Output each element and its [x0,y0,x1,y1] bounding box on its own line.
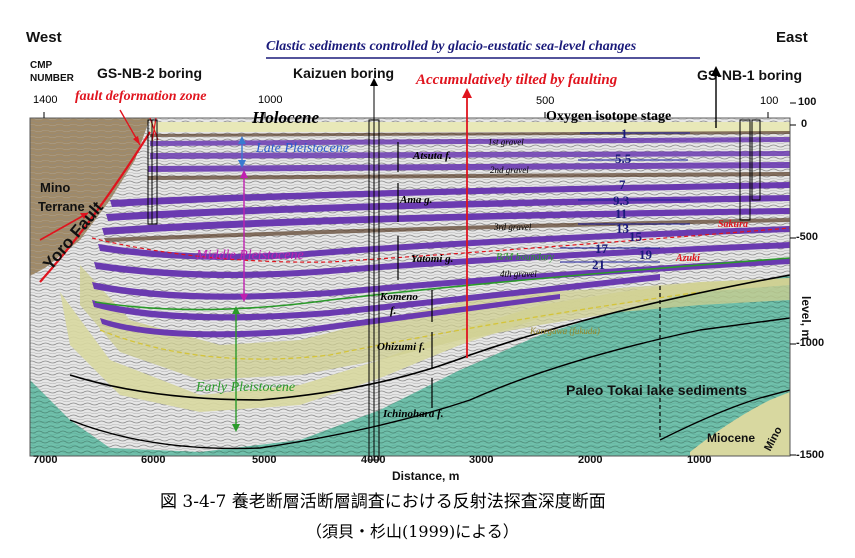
isotope-stage: 9.3 [613,193,630,208]
tilted-title: Accumulatively tilted by faulting [416,72,618,88]
distance-tick: 3000 [469,454,494,466]
isotope-stage: 13 [616,221,629,236]
boring-kaizuen: Kaizuen boring [293,65,395,81]
isotope-stage: 21 [592,257,605,272]
paleo-tokai-label: Paleo Tokai lake sediments [566,382,748,398]
miocene-label: Miocene [707,431,756,445]
isotope-stage: 5.5 [615,151,632,166]
bm-boundary-label: B/M boundary [496,252,555,263]
cmp-tick: 1400 [33,94,58,106]
early-pleistocene-label: Early Pleistocene [196,380,296,395]
ama-label: Ama g. [400,194,433,206]
cmp-label-2: NUMBER [30,73,74,84]
depth-tick: -1500 [796,449,825,461]
azuki-label: Azuki [676,253,700,264]
ichinohara-label: Ichinohara f. [383,408,444,420]
cmp-tick: 500 [536,95,555,107]
oxygen-isotope-label: Oxygen isotope stage [546,109,672,124]
figure-caption: 図 3-4-7 養老断層活断層調査における反射法探査深度断面 [160,492,606,512]
depth-tick: -500 [796,231,819,243]
isotope-stage: 15 [629,229,642,244]
east-label: East [776,29,808,46]
west-label: West [26,29,62,46]
boring-gs-nb-2: GS-NB-2 boring [97,65,202,81]
fault-zone-label: fault deformation zone [75,89,207,104]
isotope-stage: 1 [621,126,628,141]
depth-tick: 0 [801,118,808,130]
distance-tick: 7000 [33,454,58,466]
distance-axis-label: Distance, m [392,469,460,483]
middle-pleistocene-label: Middle Pleistocene [196,248,304,263]
komeno-label-1: Komeno [380,291,418,303]
ohizumi-label: Ohizumi f. [377,341,426,353]
cmp-tick: 1000 [258,94,283,106]
atsuta-label: Atsuta f. [413,150,452,162]
late-pleistocene-label: Late Pleistocene [256,141,349,156]
cmp-label-1: CMP [30,60,53,71]
sakura-label: Sakura [718,219,749,230]
gravel-4-label: 4th gravel [500,269,537,279]
depth-axis-label: level, m [799,296,813,341]
distance-tick: 1000 [687,454,712,466]
gravel-1-label: 1st gravel [488,137,524,147]
mino-terrane-label-2: Terrane [38,199,85,214]
isotope-stage: 19 [639,247,652,262]
cmp-tick: 100 [760,95,779,107]
yatomi-label: Yatomi g. [411,253,454,265]
clastic-title: Clastic sediments controlled by glacio-e… [266,39,637,54]
boring-gs-nb-1: GS-NB-1 boring [697,67,802,83]
distance-tick: 2000 [578,454,603,466]
komeno-label-2: f. [390,305,397,317]
isotope-stage: 7 [619,177,626,192]
mino-terrane-label-1: Mino [40,180,71,195]
depth-tick: 100 [798,96,817,108]
depth-tick: -1000 [796,337,825,349]
gravel-2-label: 2nd gravel [490,165,529,175]
figure-caption-source: （須貝・杉山(1999)による） [306,522,519,541]
distance-tick: 5000 [252,454,277,466]
isotope-stage: 11 [615,206,628,221]
karegawa-label: Karegawa (fukuda) [530,326,600,336]
distance-tick: 4000 [361,454,386,466]
isotope-stage: 17 [595,241,608,256]
holocene-label: Holocene [252,108,320,127]
gravel-3-label: 3rd gravel [494,222,532,232]
distance-tick: 6000 [141,454,166,466]
